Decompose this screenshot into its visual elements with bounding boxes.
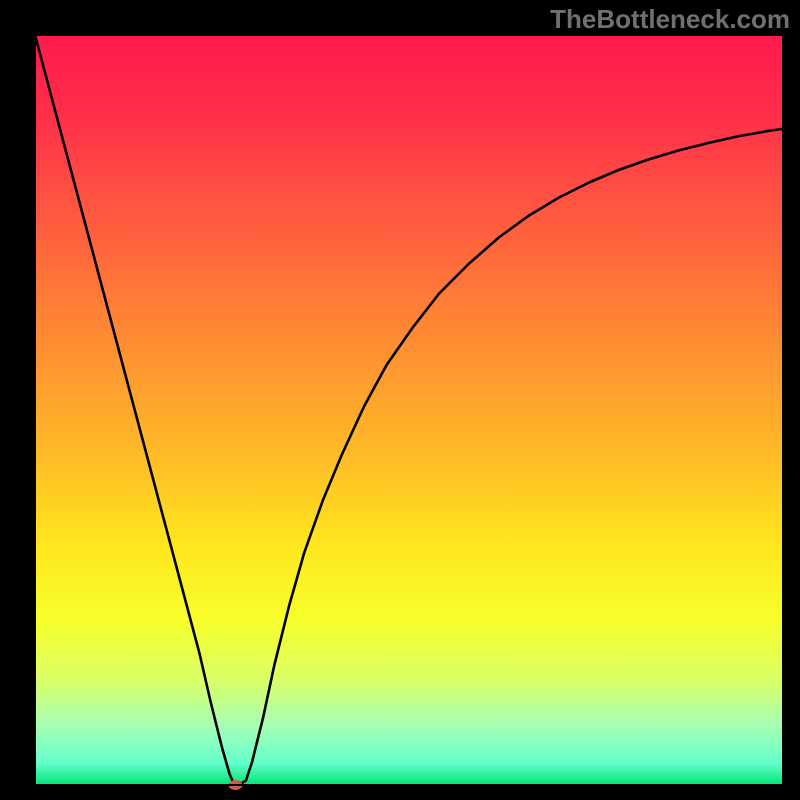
watermark-text: TheBottleneck.com [550,4,790,35]
plot-background [35,35,783,785]
bottleneck-chart [0,0,800,800]
